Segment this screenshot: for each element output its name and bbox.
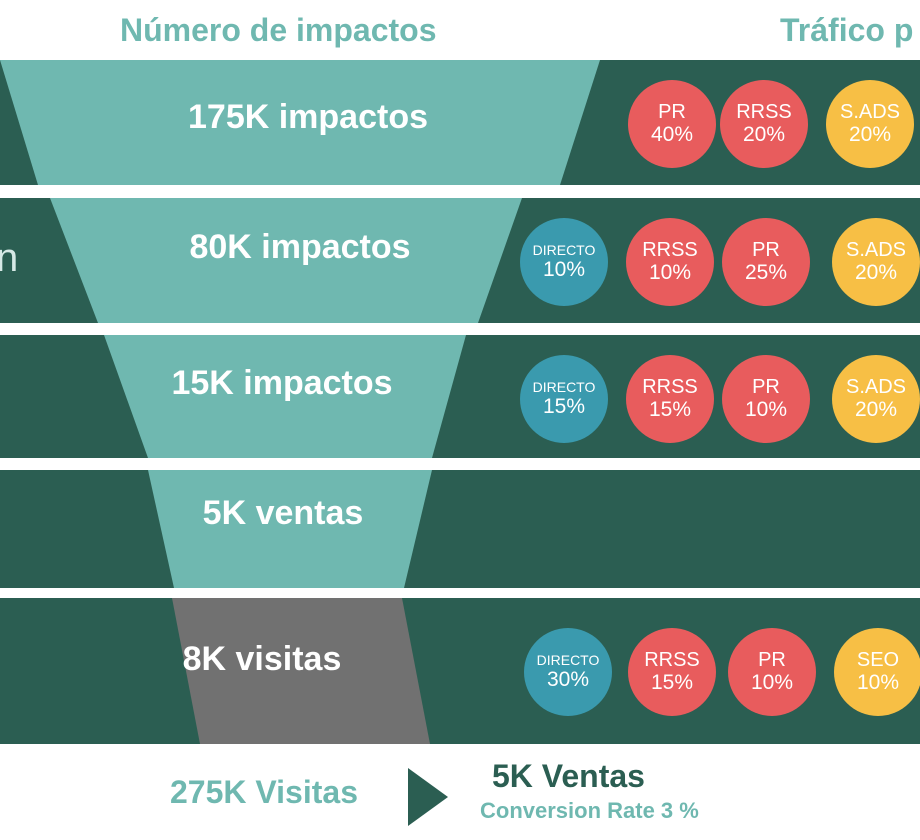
funnel-segment: [50, 198, 522, 323]
traffic-source-percent: 10%: [542, 258, 586, 282]
funnel-segment: [104, 335, 466, 458]
traffic-source-percent: 10%: [744, 398, 788, 422]
traffic-source-percent: 10%: [648, 261, 692, 285]
traffic-source-pr: PR 10%: [722, 355, 810, 443]
funnel-segment: [0, 60, 600, 185]
traffic-source-name: PR: [758, 649, 786, 672]
traffic-source-rrss: RRSS 15%: [628, 628, 716, 716]
traffic-source-name: DIRECTO: [532, 241, 596, 258]
traffic-source-directo: DIRECTO 10%: [520, 218, 608, 306]
traffic-source-name: PR: [752, 239, 780, 262]
funnel-header: Número de impactos: [120, 12, 437, 48]
traffic-source-directo: DIRECTO 30%: [524, 628, 612, 716]
traffic-source-rrss: RRSS 20%: [720, 80, 808, 168]
traffic-source-percent: 15%: [650, 671, 694, 695]
traffic-source-name: SEO: [856, 649, 900, 672]
traffic-source-pr: PR 40%: [628, 80, 716, 168]
traffic-source-name: RRSS: [736, 101, 792, 124]
side-text: n: [0, 236, 19, 280]
traffic-source-name: RRSS: [644, 649, 700, 672]
traffic-source-percent: 30%: [546, 668, 590, 692]
traffic-source-percent: 20%: [742, 123, 786, 147]
traffic-source-name: S.ADS: [839, 101, 901, 124]
traffic-source-name: DIRECTO: [536, 651, 600, 668]
funnel-segment: [172, 598, 430, 744]
stage-label: 80K impactos: [189, 228, 411, 266]
traffic-source-name: RRSS: [642, 239, 698, 262]
traffic-source-sads: S.ADS 20%: [832, 218, 920, 306]
traffic-header: Tráfico p: [780, 12, 914, 48]
traffic-source-pr: PR 10%: [728, 628, 816, 716]
summary-visitas: 275K Visitas: [170, 774, 358, 810]
traffic-source-percent: 25%: [744, 261, 788, 285]
traffic-source-name: PR: [658, 101, 686, 124]
traffic-source-sads: S.ADS 20%: [832, 355, 920, 443]
traffic-source-pr: PR 25%: [722, 218, 810, 306]
traffic-source-name: S.ADS: [845, 376, 907, 399]
traffic-source-percent: 20%: [854, 398, 898, 422]
stage-label: 15K impactos: [171, 364, 393, 402]
traffic-source-rrss: RRSS 10%: [626, 218, 714, 306]
funnel-segment: [148, 470, 432, 588]
traffic-source-percent: 10%: [750, 671, 794, 695]
traffic-source-percent: 40%: [650, 123, 694, 147]
stage-label: 8K visitas: [182, 640, 342, 678]
traffic-source-name: PR: [752, 376, 780, 399]
traffic-source-percent: 15%: [542, 395, 586, 419]
traffic-source-name: S.ADS: [845, 239, 907, 262]
summary-conversion-rate: Conversion Rate 3 %: [480, 798, 699, 823]
traffic-source-sads: S.ADS 20%: [826, 80, 914, 168]
traffic-source-directo: DIRECTO 15%: [520, 355, 608, 443]
traffic-source-percent: 20%: [854, 261, 898, 285]
stage-label: 5K ventas: [202, 494, 364, 532]
traffic-source-name: RRSS: [642, 376, 698, 399]
traffic-source-percent: 10%: [856, 671, 900, 695]
traffic-source-rrss: RRSS 15%: [626, 355, 714, 443]
traffic-source-percent: 15%: [648, 398, 692, 422]
stage-label: 175K impactos: [188, 98, 428, 136]
traffic-source-seo: SEO 10%: [834, 628, 920, 716]
traffic-source-percent: 20%: [848, 123, 892, 147]
summary-ventas: 5K Ventas: [492, 758, 645, 794]
traffic-source-name: DIRECTO: [532, 378, 596, 395]
